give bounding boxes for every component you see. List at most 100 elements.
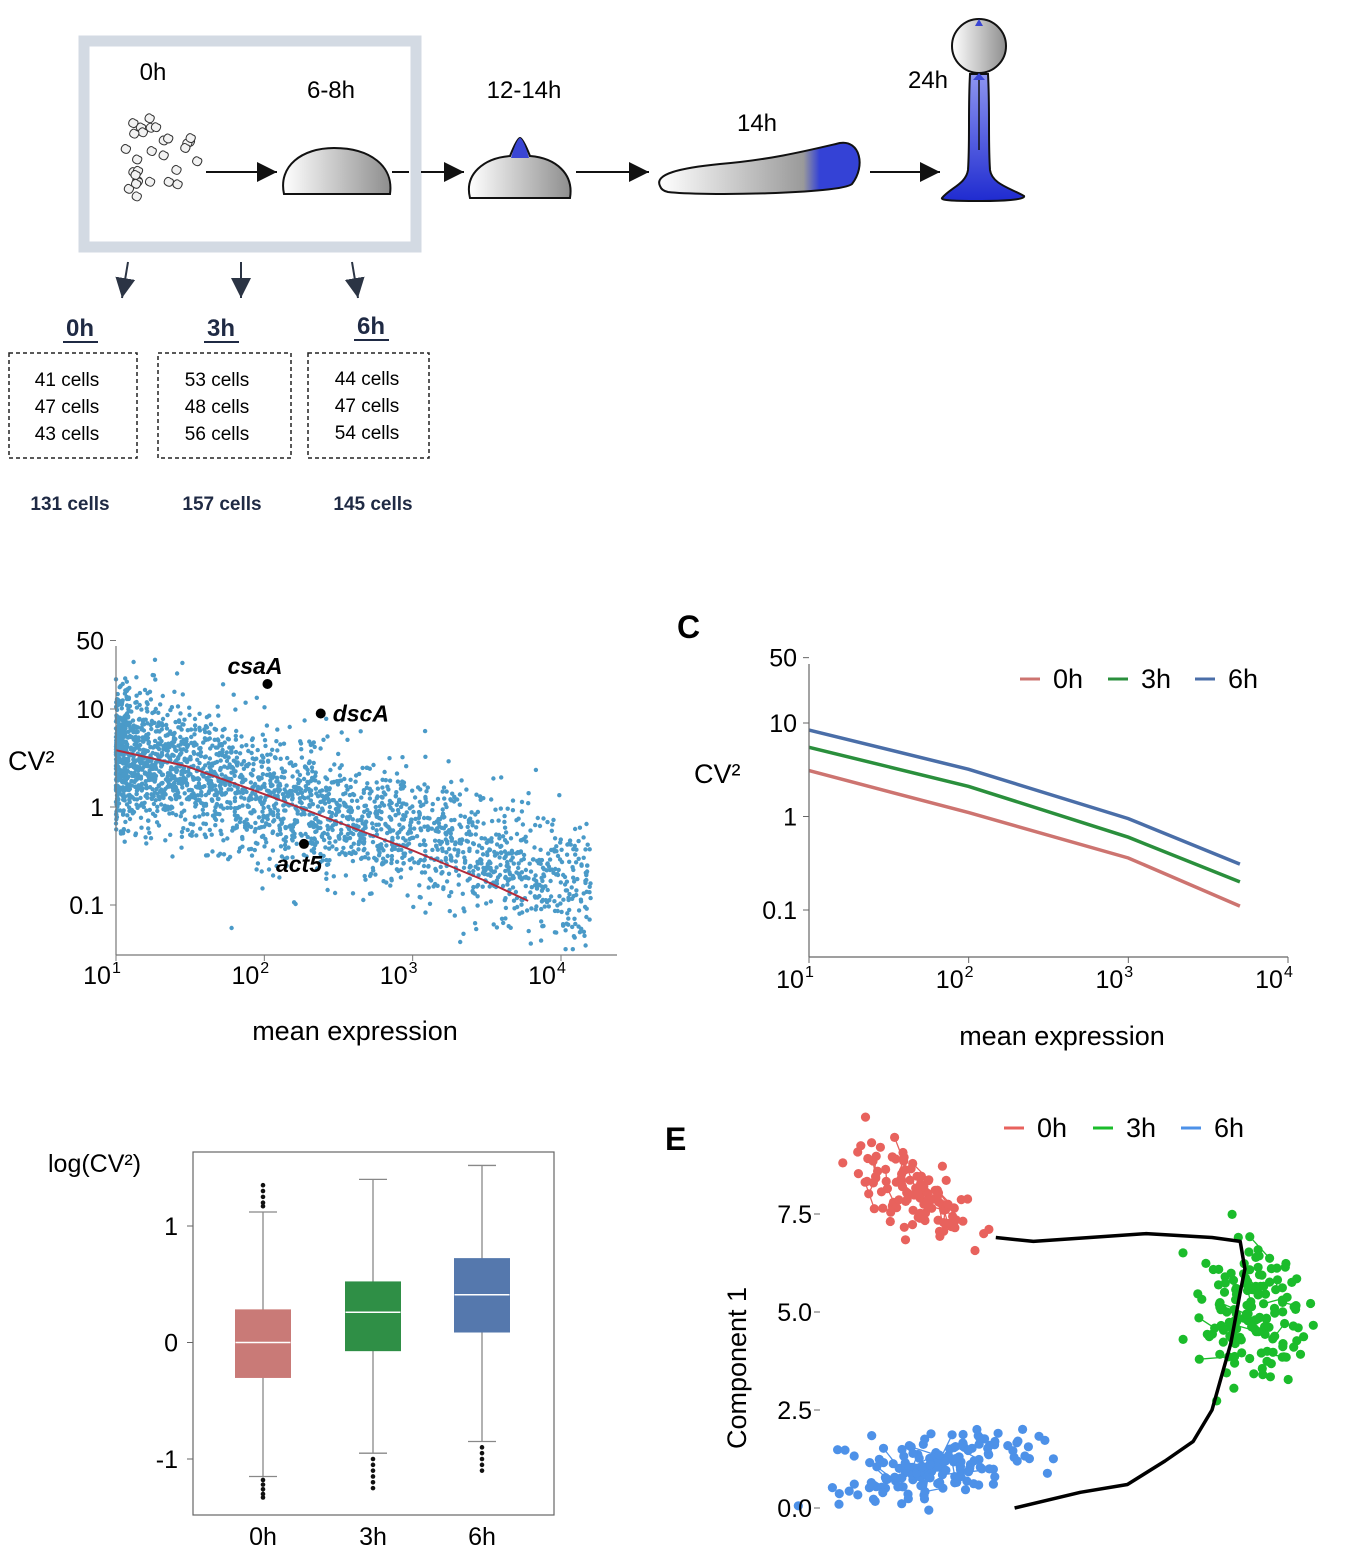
legend-label: 0h [1053, 664, 1083, 694]
data-point [440, 846, 445, 851]
data-point [554, 849, 559, 854]
data-point [203, 853, 209, 858]
cell-point-0h [838, 1158, 848, 1168]
data-point [298, 831, 303, 837]
cell-point-6h [1003, 1441, 1013, 1451]
data-point [421, 863, 427, 869]
cell-point-6h [866, 1478, 876, 1488]
data-point [403, 838, 408, 843]
cell-point-0h [923, 1195, 933, 1205]
data-point [487, 847, 493, 853]
data-point [263, 743, 268, 749]
data-point [190, 829, 195, 835]
data-point [404, 810, 409, 815]
cell-point-3h [1256, 1348, 1266, 1358]
cell-point-6h [941, 1465, 951, 1475]
data-point [421, 838, 427, 843]
data-point [307, 759, 312, 764]
data-point [266, 767, 272, 772]
data-point [432, 881, 438, 887]
data-point [502, 813, 507, 819]
cell-point-6h [984, 1464, 995, 1474]
data-point [484, 840, 489, 845]
cell-point-6h [940, 1456, 950, 1466]
data-point [189, 734, 194, 740]
data-point [440, 814, 445, 819]
data-point [363, 819, 369, 824]
data-point [131, 762, 137, 768]
data-point [237, 751, 243, 756]
data-point [224, 750, 229, 755]
data-point [587, 917, 592, 922]
data-point [549, 867, 554, 872]
data-point [573, 860, 579, 865]
data-point [584, 914, 589, 920]
gene-marker [262, 678, 273, 689]
data-point [184, 736, 189, 742]
data-point [216, 853, 221, 858]
data-point [325, 823, 330, 829]
data-point [367, 873, 373, 879]
cell-point-3h [1265, 1372, 1275, 1382]
data-point [283, 825, 288, 831]
cell-point-3h [1306, 1298, 1316, 1309]
data-point [188, 757, 193, 762]
data-point [418, 787, 423, 792]
data-point [374, 813, 379, 818]
outlier [260, 1482, 266, 1487]
data-point [578, 897, 584, 902]
data-point [331, 874, 336, 879]
data-point [207, 713, 212, 718]
data-point [266, 867, 272, 872]
data-point [146, 739, 152, 745]
cell-point-6h [974, 1480, 984, 1490]
data-point [545, 887, 550, 893]
data-point [122, 839, 127, 844]
data-point [400, 801, 405, 806]
data-point [342, 776, 347, 782]
data-point [254, 867, 259, 872]
data-point [121, 740, 126, 745]
cell-point-3h [1261, 1313, 1272, 1323]
data-point [462, 814, 468, 819]
data-point [136, 768, 141, 773]
data-point [527, 861, 532, 866]
cell-point-3h [1278, 1342, 1288, 1352]
data-point [232, 795, 238, 801]
data-point [198, 753, 204, 759]
data-point [545, 861, 550, 867]
data-point [230, 825, 236, 830]
data-point [519, 870, 525, 875]
cell-point-3h [1287, 1277, 1297, 1287]
data-point [127, 720, 133, 725]
x-tick-label: 6h [468, 1523, 496, 1547]
data-point [448, 835, 454, 840]
data-point [394, 771, 400, 776]
data-point [178, 814, 183, 819]
data-point [486, 866, 492, 871]
data-point [246, 798, 251, 803]
data-point [287, 724, 292, 730]
data-point [153, 744, 158, 749]
data-point [148, 764, 153, 769]
data-point [313, 773, 318, 779]
data-point [538, 847, 543, 852]
cell-point-6h [897, 1444, 907, 1455]
data-point [135, 805, 140, 810]
data-point [192, 716, 198, 722]
data-point [156, 823, 162, 828]
data-point [480, 884, 485, 889]
dispersed-cells-icon [120, 113, 203, 202]
data-point [416, 860, 421, 866]
data-point [547, 898, 552, 903]
data-point [351, 841, 356, 846]
data-point [233, 769, 238, 774]
data-point [131, 659, 136, 665]
data-point [583, 943, 588, 948]
data-point [563, 928, 568, 933]
data-point [126, 729, 131, 734]
data-point [114, 776, 119, 781]
data-point [349, 844, 354, 850]
data-point [475, 894, 480, 899]
